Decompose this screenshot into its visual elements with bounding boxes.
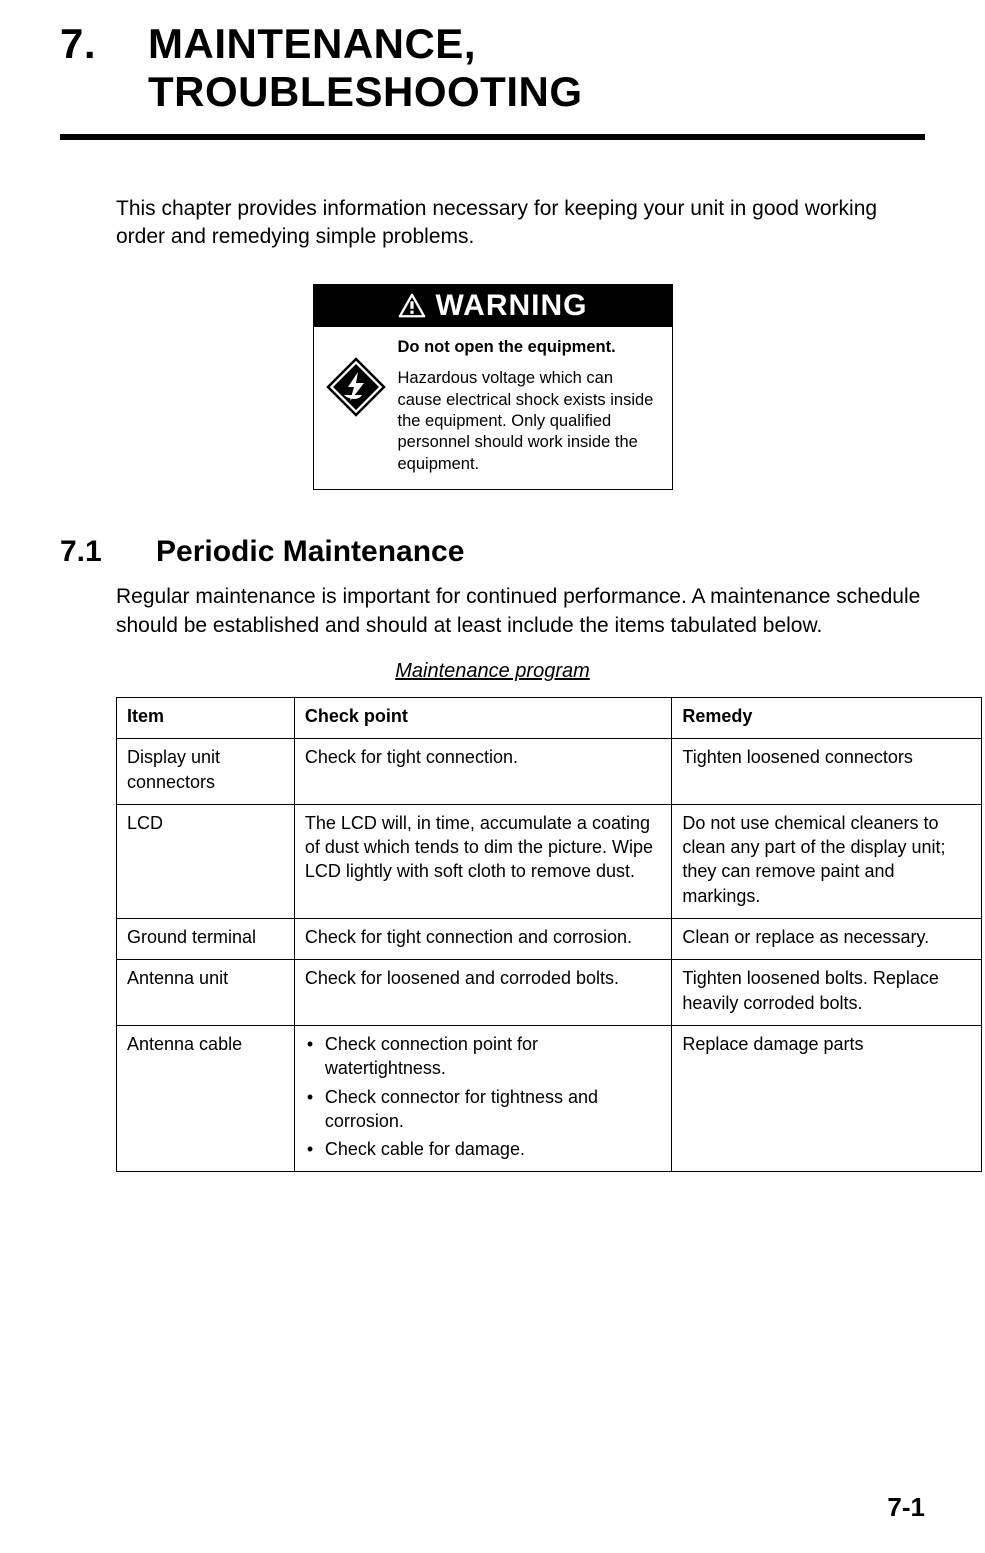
table-cell-item: Display unit connectors	[117, 739, 295, 805]
section-number: 7.1	[60, 535, 156, 569]
list-item: Check cable for damage.	[305, 1137, 662, 1161]
table-cell-item: LCD	[117, 804, 295, 918]
warning-header: WARNING	[314, 285, 672, 327]
section-body: Regular maintenance is important for con…	[60, 583, 925, 640]
table-cell-item: Antenna unit	[117, 960, 295, 1026]
warning-bold-text: Do not open the equipment.	[398, 337, 660, 358]
chapter-title-text-1: MAINTENANCE,	[148, 20, 476, 67]
chapter-title-line1: 7.MAINTENANCE,	[60, 20, 925, 68]
table-header-item: Item	[117, 698, 295, 739]
table-cell-remedy: Do not use chemical cleaners to clean an…	[672, 804, 982, 918]
warning-text: Do not open the equipment. Hazardous vol…	[398, 337, 660, 476]
section-title: Periodic Maintenance	[156, 535, 464, 568]
electrical-hazard-icon	[326, 357, 386, 417]
table-cell-check: Check for tight connection and corrosion…	[294, 919, 672, 960]
warning-container: WARNING Do not open the equipment. Hazar…	[60, 284, 925, 491]
table-cell-check: Check for tight connection.	[294, 739, 672, 805]
table-header-check: Check point	[294, 698, 672, 739]
chapter-header: 7.MAINTENANCE, TROUBLESHOOTING	[60, 20, 925, 140]
maintenance-table: Item Check point Remedy Display unit con…	[116, 697, 982, 1172]
table-cell-check: Check for loosened and corroded bolts.	[294, 960, 672, 1026]
page-number: 7-1	[887, 1492, 925, 1523]
table-cell-remedy: Replace damage parts	[672, 1025, 982, 1171]
chapter-intro: This chapter provides information necess…	[60, 195, 925, 252]
table-cell-remedy: Tighten loosened connectors	[672, 739, 982, 805]
table-row: Antenna unit Check for loosened and corr…	[117, 960, 982, 1026]
table-cell-item: Antenna cable	[117, 1025, 295, 1171]
table-cell-remedy: Tighten loosened bolts. Replace heavily …	[672, 960, 982, 1026]
table-cell-remedy: Clean or replace as necessary.	[672, 919, 982, 960]
list-item: Check connection point for watertightnes…	[305, 1032, 662, 1081]
table-header-remedy: Remedy	[672, 698, 982, 739]
table-row: LCD The LCD will, in time, accumulate a …	[117, 804, 982, 918]
warning-triangle-icon	[398, 292, 426, 320]
section-heading: 7.1Periodic Maintenance	[60, 535, 925, 569]
table-header-row: Item Check point Remedy	[117, 698, 982, 739]
warning-box: WARNING Do not open the equipment. Hazar…	[313, 284, 673, 491]
table-row: Display unit connectors Check for tight …	[117, 739, 982, 805]
table-caption: Maintenance program	[60, 660, 925, 683]
table-cell-check: The LCD will, in time, accumulate a coat…	[294, 804, 672, 918]
list-item: Check connector for tightness and corros…	[305, 1085, 662, 1134]
table-row: Antenna cable Check connection point for…	[117, 1025, 982, 1171]
table-row: Ground terminal Check for tight connecti…	[117, 919, 982, 960]
warning-body: Do not open the equipment. Hazardous vol…	[314, 327, 672, 490]
warning-header-text: WARNING	[436, 289, 588, 323]
table-cell-check: Check connection point for watertightnes…	[294, 1025, 672, 1171]
check-bullet-list: Check connection point for watertightnes…	[305, 1032, 662, 1161]
table-cell-item: Ground terminal	[117, 919, 295, 960]
chapter-number: 7.	[60, 20, 148, 68]
chapter-title-line2: TROUBLESHOOTING	[60, 68, 925, 116]
warning-body-text: Hazardous voltage which can cause electr…	[398, 369, 654, 473]
